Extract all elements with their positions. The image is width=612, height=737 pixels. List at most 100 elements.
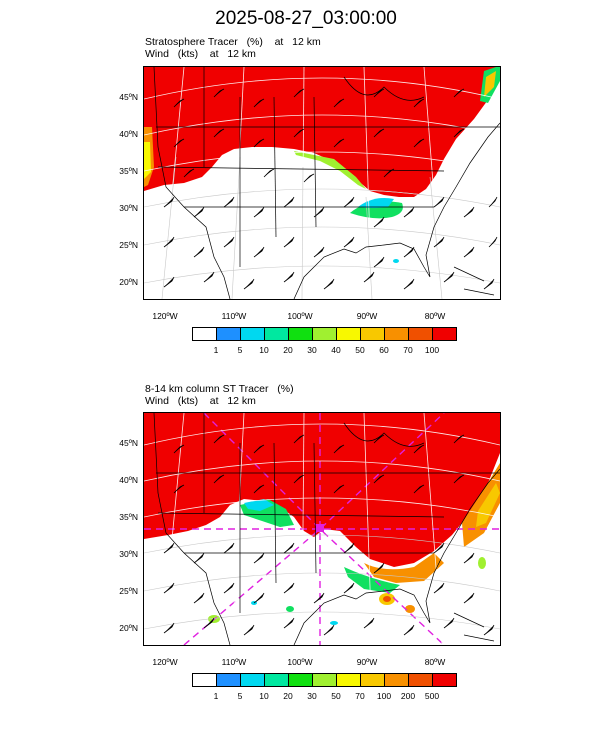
- top-lat-label: 25ºN: [119, 240, 138, 250]
- top-lon-label: 110ºW: [221, 311, 247, 321]
- colorbar-swatch: [385, 328, 409, 340]
- colorbar-tick-label: 200: [400, 691, 416, 701]
- colorbar-swatch: [241, 674, 265, 686]
- figure-title: 2025-08-27_03:00:00: [215, 8, 397, 29]
- bottom-cross-section-center: [316, 524, 324, 532]
- colorbar-tick-label: 5: [237, 691, 243, 701]
- colorbar-swatch: [193, 328, 217, 340]
- bottom-lat-label: 30ºN: [119, 549, 138, 559]
- colorbar-tick-label: 50: [355, 345, 365, 355]
- colorbar-swatch: [409, 674, 433, 686]
- top-field-at: at: [274, 36, 284, 48]
- bottom-subtitle-line1: 8-14 km column ST Tracer (%): [145, 383, 294, 395]
- colorbar-tick-label: 10: [259, 345, 269, 355]
- top-tracer-cyan-band: [358, 198, 394, 208]
- bottom-lat-label: 35ºN: [119, 512, 138, 522]
- top-wind-at: at: [209, 48, 219, 60]
- colorbar-swatch: [337, 328, 361, 340]
- colorbar-swatch: [289, 674, 313, 686]
- top-subtitle-line1: Stratosphere Tracer (%) at 12 km: [145, 36, 321, 48]
- top-lat-label: 30ºN: [119, 203, 138, 213]
- bottom-lat-label: 45ºN: [119, 438, 138, 448]
- top-lon-label: 120ºW: [152, 311, 178, 321]
- colorbar-tick-label: 60: [379, 345, 389, 355]
- bottom-lon-label: 90ºW: [356, 657, 378, 667]
- top-coastlines: [153, 67, 500, 299]
- bottom-tracer-blob: [330, 621, 338, 625]
- colorbar-tick-label: 30: [307, 691, 317, 701]
- top-field-level: 12 km: [292, 36, 321, 48]
- top-lon-label: 100ºW: [287, 311, 313, 321]
- colorbar-swatch: [217, 328, 241, 340]
- top-field-unit: (%): [246, 36, 263, 48]
- bottom-field-name: 8-14 km column ST Tracer: [145, 383, 269, 395]
- bottom-cross-section-lines: [144, 413, 500, 645]
- colorbar-swatch: [313, 328, 337, 340]
- colorbar-tick-label: 70: [355, 691, 365, 701]
- bottom-subtitle-line2: Wind (kts) at 12 km: [145, 395, 256, 407]
- top-wind-level: 12 km: [227, 48, 256, 60]
- colorbar-swatch: [361, 328, 385, 340]
- bottom-tracer-blob: [383, 596, 391, 602]
- top-tracer-red-region: [144, 67, 500, 197]
- colorbar-tick-label: 70: [403, 345, 413, 355]
- bottom-wind-unit: (kts): [177, 395, 199, 407]
- colorbar-tick-label: 40: [331, 345, 341, 355]
- top-lat-label: 40ºN: [119, 129, 138, 139]
- colorbar-swatch: [433, 328, 456, 340]
- bottom-map: [143, 412, 501, 646]
- top-tracer-blob: [393, 259, 399, 263]
- colorbar-tick-label: 100: [376, 691, 392, 701]
- top-lat-label: 45ºN: [119, 92, 138, 102]
- top-subtitle-line2: Wind (kts) at 12 km: [145, 48, 256, 60]
- colorbar-swatch: [217, 674, 241, 686]
- bottom-map-svg: [144, 413, 500, 645]
- colorbar-swatch: [337, 674, 361, 686]
- colorbar-swatch: [193, 674, 217, 686]
- colorbar-swatch: [385, 674, 409, 686]
- bottom-lon-label: 100ºW: [287, 657, 313, 667]
- colorbar-tick-label: 500: [424, 691, 440, 701]
- colorbar-tick-label: 20: [283, 691, 293, 701]
- top-wind-name: Wind: [145, 48, 169, 60]
- colorbar-swatch: [409, 328, 433, 340]
- bottom-wind-name: Wind: [145, 395, 169, 407]
- colorbar-swatch: [241, 328, 265, 340]
- colorbar-tick-label: 5: [237, 345, 243, 355]
- top-colorbar: [192, 327, 457, 341]
- bottom-coastlines: [153, 413, 500, 645]
- bottom-colorbar: [192, 673, 457, 687]
- bottom-tracer-blob: [478, 557, 486, 569]
- top-lat-label: 35ºN: [119, 166, 138, 176]
- bottom-tracer-blob: [405, 605, 415, 613]
- colorbar-tick-label: 100: [424, 345, 440, 355]
- bottom-wind-level: 12 km: [227, 395, 256, 407]
- colorbar-swatch: [361, 674, 385, 686]
- top-tracer-coast-fringe: [294, 151, 366, 189]
- top-tracer-ne-yellow: [484, 71, 496, 97]
- bottom-lat-label: 40ºN: [119, 475, 138, 485]
- top-map-svg: [144, 67, 500, 299]
- bottom-lat-label: 20ºN: [119, 623, 138, 633]
- top-map: [143, 66, 501, 300]
- top-wind-barbs: [163, 88, 498, 290]
- bottom-tracer-orange-east: [462, 463, 500, 547]
- colorbar-tick-label: 30: [307, 345, 317, 355]
- bottom-tracer-orange-gulf: [364, 553, 444, 583]
- bottom-graticule: [144, 413, 500, 645]
- colorbar-swatch: [433, 674, 456, 686]
- colorbar-swatch: [265, 328, 289, 340]
- bottom-lon-label: 120ºW: [152, 657, 178, 667]
- top-graticule-south: [144, 156, 500, 299]
- top-lat-label: 20ºN: [119, 277, 138, 287]
- bottom-tracer-cyan-patch: [244, 499, 274, 511]
- bottom-wind-at: at: [209, 395, 219, 407]
- top-lon-label: 80ºW: [424, 311, 446, 321]
- bottom-tracer-yellow-east: [476, 483, 500, 527]
- top-wind-unit: (kts): [177, 48, 199, 60]
- colorbar-swatch: [289, 328, 313, 340]
- colorbar-tick-label: 1: [213, 345, 219, 355]
- bottom-lon-label: 80ºW: [424, 657, 446, 667]
- bottom-lat-label: 25ºN: [119, 586, 138, 596]
- top-lon-label: 90ºW: [356, 311, 378, 321]
